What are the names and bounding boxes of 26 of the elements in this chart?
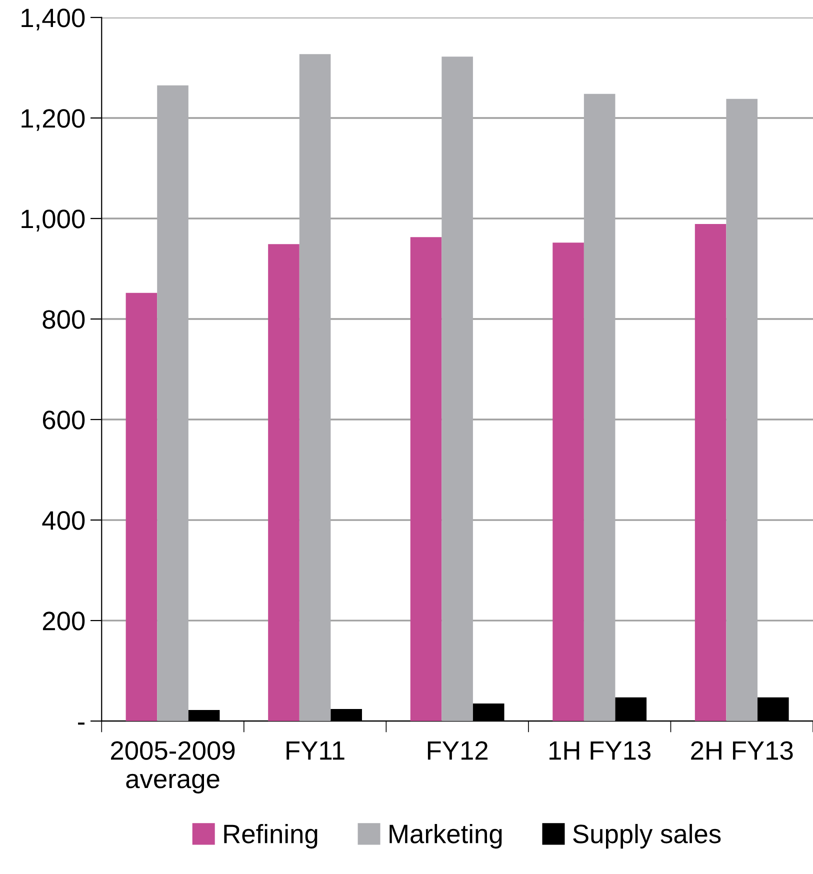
y-tick-label: 1,200 (22, 109, 85, 131)
bar (584, 94, 616, 722)
y-tick-label: - (78, 722, 84, 725)
y-tick-label: 1,000 (22, 210, 85, 232)
x-tick-label: 1H FY13 (550, 741, 650, 760)
bar (726, 98, 758, 722)
bar (694, 224, 726, 722)
bar (126, 292, 158, 722)
x-tick-label: 2H FY13 (691, 741, 793, 760)
legend-label: Supply sales (573, 824, 721, 849)
y-tick-label: 800 (42, 310, 85, 329)
bar (157, 85, 188, 722)
y-tick-label: 400 (42, 511, 85, 530)
bar (442, 56, 473, 722)
y-tick-label: 600 (42, 410, 85, 430)
x-tick-label: FY12 (428, 741, 488, 760)
bar (299, 54, 331, 722)
legend-label: Marketing (390, 824, 502, 849)
legend-label: Refining (224, 824, 318, 849)
x-tick-label: 2005-2009 average (111, 741, 235, 794)
bar (268, 244, 300, 722)
y-tick-label: 200 (42, 612, 85, 630)
bar (410, 237, 442, 722)
bar (552, 242, 584, 722)
x-tick-label: FY11 (286, 741, 344, 760)
y-tick-label: 1,400 (22, 8, 85, 30)
